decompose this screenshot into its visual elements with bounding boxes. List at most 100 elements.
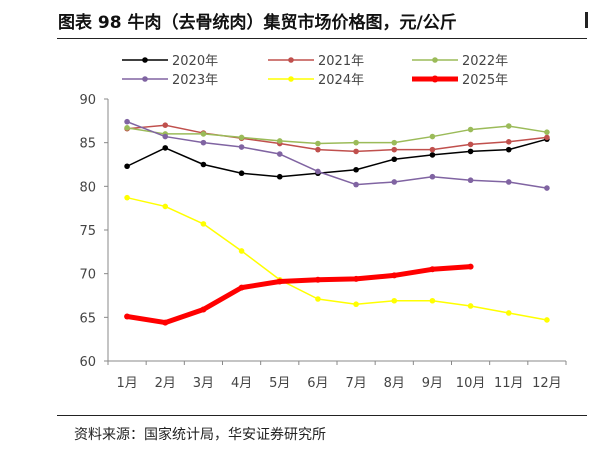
data-point [238,134,245,141]
x-tick-label: 12月 [532,376,562,391]
x-tick-label: 9月 [422,376,443,391]
data-point [200,139,207,146]
data-point [200,131,207,137]
x-tick-label: 6月 [307,376,328,391]
data-point [276,151,283,157]
legend-item: 2024年 [268,73,364,88]
legend-label: 2022年 [462,54,508,69]
x-tick-label: 5月 [269,376,290,391]
legend-item: 2021年 [268,54,364,69]
data-point [162,122,169,128]
y-tick-label: 75 [79,224,96,239]
data-point [391,156,398,163]
legend-marker [142,57,148,63]
x-tick-label: 11月 [494,376,524,391]
data-point [315,146,321,153]
data-point [391,297,398,304]
data-point [391,139,398,146]
data-point [505,179,512,185]
data-point [429,152,436,158]
data-point [544,129,550,135]
legend-label: 2020年 [172,54,218,69]
title-divider [57,38,587,39]
legend-item: 2022年 [412,54,508,69]
data-point [276,278,283,285]
data-point [162,203,169,210]
series-2025年 [124,263,474,326]
series-line [126,125,548,145]
data-point [238,284,245,291]
data-point [391,179,398,185]
data-point [429,133,436,140]
data-point [544,134,550,141]
data-point [315,296,321,302]
corner-mark [585,12,588,28]
data-point [276,173,283,180]
data-point [314,276,321,283]
source-divider [57,415,587,416]
y-tick-label: 60 [79,355,96,370]
legend: 2020年 2021年 2022年 2023年 2024年 2025年 [122,54,508,88]
data-point [505,310,512,316]
source-note: 资料来源：国家统计局，华安证券研究所 [74,427,326,443]
data-point [200,221,207,227]
data-point [505,138,512,145]
x-tick-label: 8月 [384,376,405,391]
x-tick-label: 3月 [193,376,214,391]
data-point [238,170,245,177]
data-point [429,146,436,153]
y-tick-label: 70 [79,268,96,283]
y-tick-label: 85 [79,137,96,152]
data-point [238,248,245,254]
legend-marker [288,76,294,82]
y-tick-label: 80 [79,180,96,195]
data-point [124,163,130,170]
data-point [544,185,550,191]
data-point [353,148,359,155]
series-line [126,138,548,178]
chart-title: 图表 98 牛肉（去骨统肉）集贸市场价格图，元/公斤 [58,13,457,33]
data-point [467,263,474,270]
data-point [162,133,169,140]
x-tick-label: 10月 [456,376,486,391]
data-point [200,161,207,168]
data-point [429,297,436,304]
series-2024年 [124,194,550,323]
data-point [544,317,550,323]
legend-marker [142,76,148,82]
data-point [429,266,436,273]
data-point [315,168,321,175]
legend-marker [431,75,439,83]
data-point [505,123,512,129]
x-tick-label: 4月 [231,376,252,391]
series-line [124,264,474,326]
series-line [126,120,548,189]
data-point [162,319,169,326]
data-point [467,303,474,309]
data-point [467,141,474,148]
series-2021年 [124,122,550,155]
y-tick-label: 90 [79,93,96,108]
data-point [162,145,169,151]
x-tick-label: 2月 [155,376,176,391]
legend-item: 2025年 [412,73,508,88]
legend-marker [432,57,438,63]
data-point [276,138,283,144]
data-point [391,146,398,153]
legend-label: 2024年 [318,73,364,88]
legend-marker [288,57,294,63]
series-line [126,196,548,321]
data-point [467,177,474,184]
x-tick-label: 7月 [345,376,366,391]
data-point [200,306,207,313]
data-point [315,140,321,147]
data-point [391,272,398,279]
data-point [124,194,130,201]
series-2023年 [124,118,550,191]
data-point [505,146,512,153]
data-point [429,173,436,180]
data-point [238,144,245,150]
legend-item: 2020年 [122,54,218,69]
data-point [124,125,130,131]
